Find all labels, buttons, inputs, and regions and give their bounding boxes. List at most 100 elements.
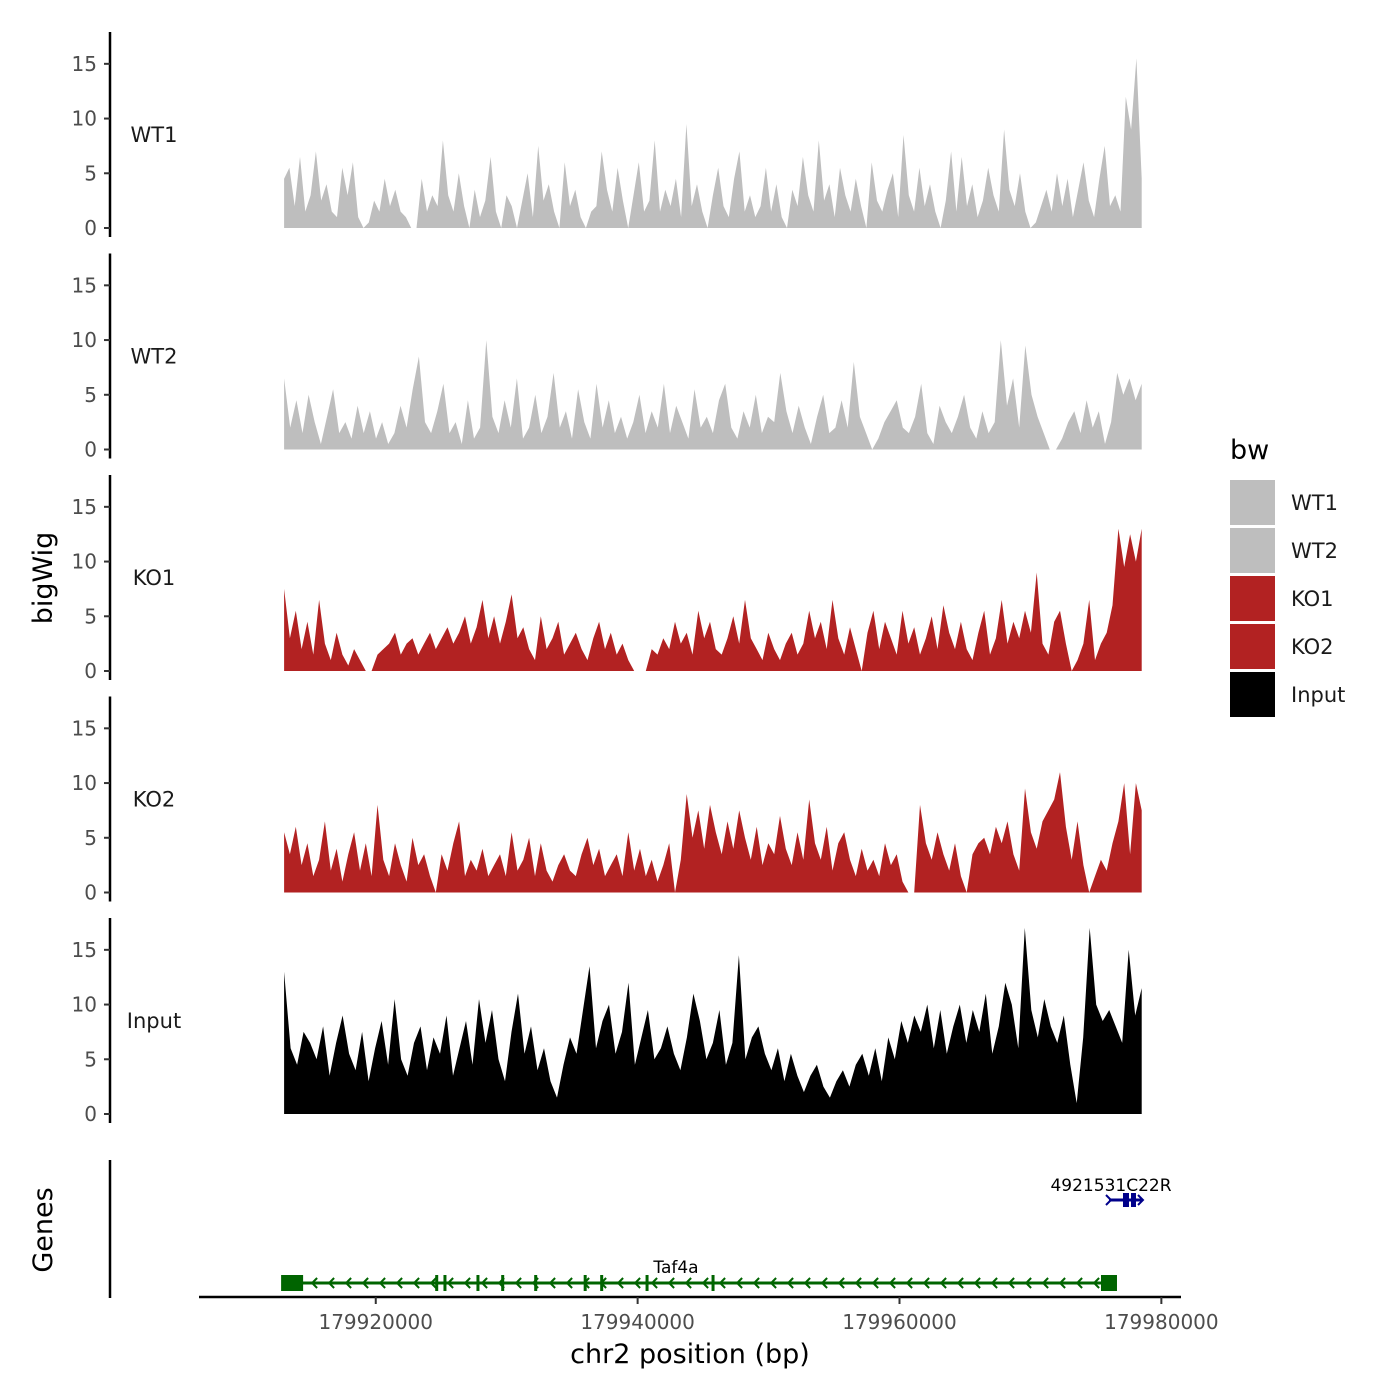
y-axis-title: bigWig (28, 532, 59, 625)
gene-taf4a-strand-arrow (463, 1277, 471, 1289)
gene-4921531c22r (1105, 1193, 1145, 1207)
track-wt1-y-tick-label: 5 (84, 161, 97, 185)
gene-taf4a-strand-arrow (395, 1277, 403, 1289)
x-axis-ticks: 179920000 179940000 179960000 179980000 (318, 1297, 1219, 1334)
coverage-tracks: 0 5 10 15 WT1 0 5 10 15 WT2 0 5 10 15 KO1 0 5 10 15 KO2 0 5 10… (72, 32, 1142, 1126)
gene-taf4a-strand-arrow (871, 1277, 879, 1289)
track-ko1-y-tick-label: 5 (84, 604, 97, 628)
track-ko1: 0 5 10 15 KO1 (72, 475, 1142, 683)
x-tick-label: 179940000 (580, 1310, 695, 1334)
gene-taf4a-strand-arrow (480, 1277, 488, 1289)
legend-label-wt1: WT1 (1291, 491, 1338, 515)
legend-key-wt2 (1230, 528, 1275, 573)
gene-taf4a-strand-arrow (735, 1277, 743, 1289)
track-wt1-y-tick-label: 10 (72, 107, 97, 131)
track-ko1-y-tick-label: 10 (72, 550, 97, 574)
legend: bw WT1 WT2 KO1 KO2 Input (1230, 435, 1345, 717)
gene-taf4a (281, 1275, 1117, 1291)
coverage-area-wt1 (284, 58, 1142, 229)
gene-taf4a-strand-arrow (327, 1277, 335, 1289)
gene-taf4a-strand-arrow (718, 1277, 726, 1289)
gene-taf4a-strand-arrow (310, 1277, 318, 1289)
gene-taf4a-strand-arrow (939, 1277, 947, 1289)
gene-taf4a-strand-arrow (854, 1277, 862, 1289)
track-wt1: 0 5 10 15 WT1 (72, 32, 1142, 240)
track-ko1-y-tick-label: 15 (72, 495, 97, 519)
genes-track-title: Genes (28, 1187, 59, 1272)
track-ko2-y-tick-label: 15 (72, 716, 97, 740)
gene-taf4a-exon (443, 1275, 447, 1291)
legend-title: bw (1230, 435, 1269, 466)
track-input-y-tick-label: 5 (84, 1047, 97, 1071)
gene-taf4a-strand-arrow (1058, 1277, 1066, 1289)
gene-taf4a-strand-arrow (769, 1277, 777, 1289)
gene-4921531c22r-exon (1130, 1193, 1136, 1207)
gene-track: Taf4a 4921531C22R (108, 1160, 1181, 1299)
x-axis-title: chr2 position (bp) (570, 1339, 810, 1370)
track-wt2: 0 5 10 15 WT2 (72, 253, 1142, 462)
gene-taf4a-strand-arrow (344, 1277, 352, 1289)
gene-taf4a-strand-arrow (1024, 1277, 1032, 1289)
gene-taf4a-exon (476, 1275, 480, 1291)
x-tick-label: 179960000 (842, 1310, 957, 1334)
gene-taf4a-strand-arrow (1007, 1277, 1015, 1289)
gene-taf4a-exon (645, 1275, 649, 1291)
gene-taf4a-strand-arrow (650, 1277, 658, 1289)
track-wt1-y-tick-label: 15 (72, 52, 97, 76)
track-wt2-y-tick-label: 0 (84, 438, 97, 462)
gene-taf4a-strand-arrow (548, 1277, 556, 1289)
gene-taf4a-strand-arrow (361, 1277, 369, 1289)
gene-4921531c22r-exon (1122, 1193, 1129, 1207)
gene-label-taf4a: Taf4a (652, 1258, 698, 1278)
coverage-area-ko1 (284, 528, 1142, 671)
gene-taf4a-strand-arrow (922, 1277, 930, 1289)
gene-taf4a-strand-arrow (701, 1277, 709, 1289)
gene-taf4a-exon (711, 1275, 715, 1291)
gene-taf4a-exon (435, 1275, 439, 1291)
legend-label-input: Input (1291, 683, 1345, 707)
track-input-y-tick-label: 10 (72, 993, 97, 1017)
gene-taf4a-strand-arrow (956, 1277, 964, 1289)
gene-taf4a-exon (583, 1275, 587, 1291)
track-ko1-label: KO1 (133, 566, 176, 590)
coverage-area-ko2 (284, 772, 1142, 893)
track-input-label: Input (127, 1009, 181, 1033)
coverage-area-wt2 (284, 340, 1142, 450)
gene-taf4a-strand-arrow (429, 1277, 437, 1289)
gene-taf4a-exon (600, 1275, 604, 1291)
track-ko2-label: KO2 (133, 788, 176, 812)
track-ko2-y-tick-label: 5 (84, 826, 97, 850)
gene-taf4a-strand-arrow (1092, 1277, 1100, 1289)
track-ko2-y-tick-label: 0 (84, 881, 97, 905)
gene-taf4a-strand-arrow (378, 1277, 386, 1289)
gene-taf4a-strand-arrow (990, 1277, 998, 1289)
track-ko2-y-tick-label: 10 (72, 771, 97, 795)
gene-taf4a-exon (1100, 1275, 1117, 1291)
track-wt1-label: WT1 (131, 123, 178, 147)
track-wt2-label: WT2 (131, 345, 178, 369)
track-wt2-y-tick-label: 10 (72, 328, 97, 352)
legend-key-wt1 (1230, 480, 1275, 525)
gene-taf4a-strand-arrow (1075, 1277, 1083, 1289)
gene-taf4a-exon (501, 1275, 505, 1291)
gene-taf4a-strand-arrow (633, 1277, 641, 1289)
gene-taf4a-strand-arrow (1041, 1277, 1049, 1289)
x-tick-label: 179980000 (1104, 1310, 1219, 1334)
gene-taf4a-strand-arrow (888, 1277, 896, 1289)
legend-key-ko2 (1230, 624, 1275, 669)
gene-taf4a-strand-arrow (973, 1277, 981, 1289)
gene-taf4a-strand-arrow (684, 1277, 692, 1289)
coverage-area-input (284, 927, 1142, 1114)
legend-key-input (1230, 672, 1275, 717)
track-wt1-y-tick-label: 0 (84, 216, 97, 240)
gene-4921531c22r-strand-arrow (1137, 1194, 1145, 1206)
track-input: 0 5 10 15 Input (72, 918, 1142, 1126)
gene-4921531c22r-strand-arrow (1105, 1194, 1113, 1206)
legend-label-ko1: KO1 (1291, 587, 1334, 611)
gene-taf4a-strand-arrow (514, 1277, 522, 1289)
legend-label-wt2: WT2 (1291, 539, 1338, 563)
gene-taf4a-strand-arrow (803, 1277, 811, 1289)
track-input-y-tick-label: 15 (72, 938, 97, 962)
gene-taf4a-strand-arrow (412, 1277, 420, 1289)
